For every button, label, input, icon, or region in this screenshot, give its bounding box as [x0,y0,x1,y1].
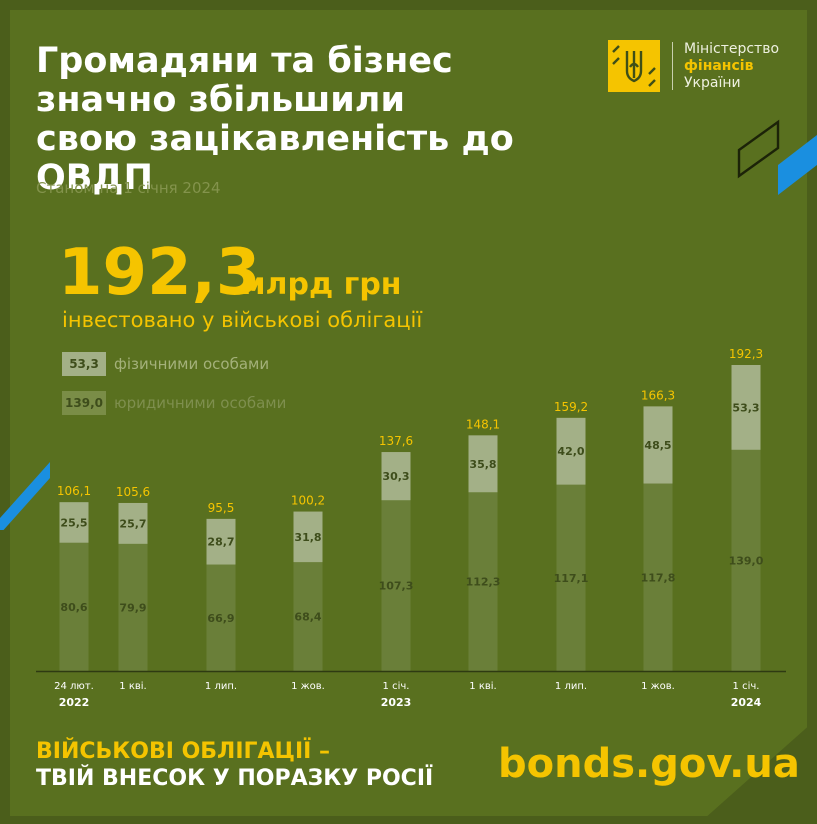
bar-total-label: 100,2 [291,494,325,508]
bar-label-legal: 107,3 [379,580,414,593]
trident-emblem-icon [608,40,660,92]
decor-slash-outline [737,119,780,179]
bar-segment-legal [59,542,89,671]
bar-segment-physical [206,518,236,565]
x-tick-label: 24 лют. [54,681,94,692]
x-tick-label: 1 жов. [291,681,325,692]
ministry-name-line2: фінансів [684,58,754,74]
bar-total-label: 148,1 [466,417,500,431]
bar-label-physical: 48,5 [644,439,671,452]
bar-segment-physical [468,435,498,493]
date-subtitle: Станом на 1 січня 2024 [36,179,221,197]
bar-segment-physical [643,406,673,484]
bar-label-physical: 31,8 [294,531,321,544]
bar-total-label: 159,2 [554,400,588,414]
bar-label-legal: 79,9 [119,601,146,614]
x-year-label: 2024 [731,696,762,709]
bar-segment-physical [381,452,411,501]
bar-label-physical: 35,8 [469,458,496,471]
bar-total-label: 137,6 [379,434,413,448]
x-tick-label: 1 лип. [555,681,587,692]
bar-total-label: 95,5 [208,501,235,515]
bar-label-physical: 28,7 [207,536,234,549]
slogan-line-2: ТВІЙ ВНЕСОК У ПОРАЗКУ РОСІЇ [36,766,434,791]
bar-segment-legal [293,562,323,671]
decor-blue-stripe-right [778,135,817,195]
bar-total-label: 105,6 [116,485,150,499]
total-invested-caption: інвестовано у військові облігації [62,308,423,332]
ministry-name-line1: Міністерство [684,41,780,57]
slogan-line-1: ВІЙСЬКОВІ ОБЛІГАЦІЇ – [36,739,330,764]
legend-label-legal: юридичними особами [114,394,287,412]
bar-segment-physical [59,502,89,543]
bar-segment-physical [293,511,323,563]
bar-label-legal: 139,0 [729,554,764,567]
decor-blue-stripe-left [0,462,50,530]
bar-label-physical: 53,3 [732,401,759,414]
background-panel [10,10,807,816]
x-tick-label: 1 кві. [469,680,496,692]
bar-label-legal: 68,4 [294,611,321,624]
bar-segment-legal [556,484,586,671]
ministry-logo: Міністерство фінансів України [608,40,788,96]
legend-swatch-legal: 139,0 [62,391,106,415]
bar-segment-legal [643,483,673,671]
bar-segment-physical [118,502,148,544]
legend-swatch-physical: 53,3 [62,352,106,376]
bar-label-physical: 30,3 [382,470,409,483]
bar-label-legal: 117,1 [554,572,589,585]
bar-segment-physical [731,365,761,450]
legend-label-physical: фізичними особами [114,355,270,373]
website-link[interactable]: bonds.gov.ua [498,741,800,787]
bar-label-legal: 66,9 [207,612,234,625]
bar-total-label: 166,3 [641,388,675,402]
bar-label-legal: 112,3 [466,576,501,589]
ministry-name-line3: України [684,75,741,91]
bar-segment-legal [468,492,498,671]
total-invested-unit: млрд грн [241,267,402,302]
bar-label-physical: 42,0 [557,445,584,458]
bar-total-label: 192,3 [729,347,763,361]
x-tick-label: 1 лип. [205,681,237,692]
x-tick-label: 1 жов. [641,681,675,692]
bar-segment-physical [556,417,586,485]
x-year-label: 2022 [59,696,90,709]
bar-segment-legal [206,564,236,671]
bar-label-physical: 25,7 [119,517,146,530]
footer-slogan: ВІЙСЬКОВІ ОБЛІГАЦІЇ – ТВІЙ ВНЕСОК У ПОРА… [36,738,433,792]
x-year-label: 2023 [381,696,412,709]
page-title: Громадяни та бізнес значно збільшили сво… [36,41,514,198]
bar-total-label: 106,1 [57,484,91,498]
bar-segment-legal [381,500,411,671]
x-tick-label: 1 січ. [383,680,410,692]
bar-label-legal: 117,8 [641,571,676,584]
bar-segment-legal [731,449,761,671]
x-tick-label: 1 кві. [119,680,146,692]
bar-label-legal: 80,6 [60,601,87,614]
x-tick-label: 1 січ. [733,680,760,692]
bar-label-physical: 25,5 [60,516,87,529]
total-invested-value: 192,3 [58,236,261,310]
logo-divider [672,42,673,90]
bar-segment-legal [118,543,148,671]
